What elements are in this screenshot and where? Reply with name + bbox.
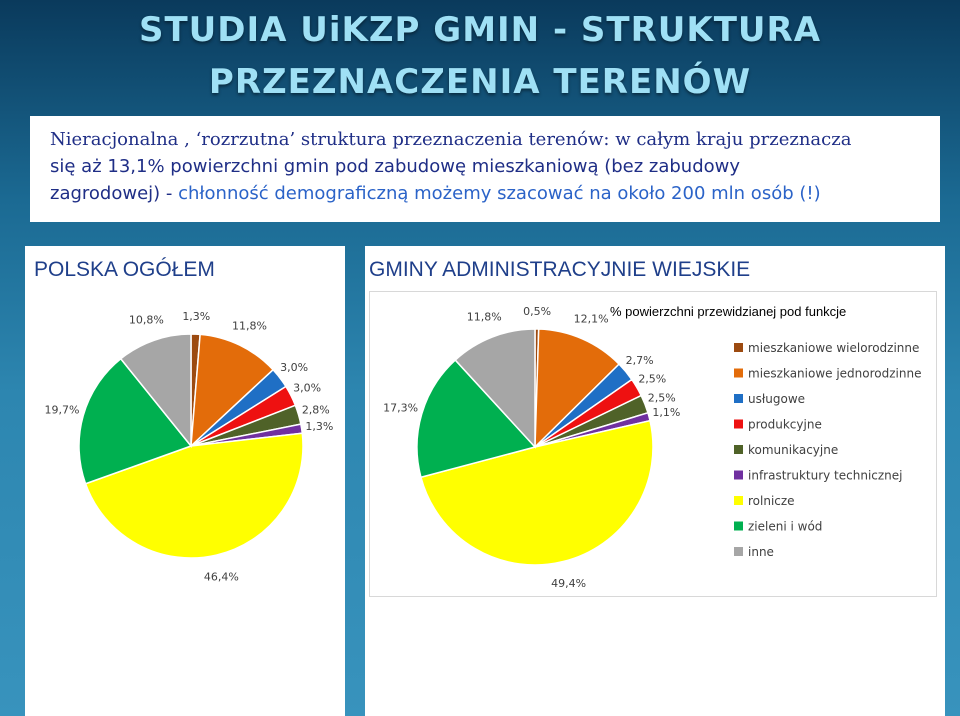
legend-label-3: produkcyjne	[748, 418, 822, 432]
pie-right-label-4: 2,5%	[648, 392, 676, 405]
legend-swatch-1	[734, 368, 743, 378]
left-heading: POLSKA OGÓŁEM	[34, 258, 215, 281]
pie-left-slice-7	[78, 357, 193, 485]
pie-left-label-1: 11,8%	[232, 320, 267, 333]
legend-swatch-8	[734, 547, 743, 556]
legend-label-8: inne	[748, 545, 774, 559]
pie-left-label-6: 46,4%	[204, 571, 239, 584]
pie-left-label-7: 19,7%	[45, 404, 80, 417]
legend-swatch-4	[734, 445, 743, 454]
summary-textbox: Nieracjonalna , ‘rozrzutna’ struktura pr…	[30, 116, 940, 222]
summary-line-3: zagrodowej) - chłonność demograficzną mo…	[50, 180, 924, 207]
summary-line-3-start: zagrodowej) -	[50, 183, 179, 204]
pie-left-label-0: 1,3%	[182, 310, 210, 323]
legend-label-4: komunikacyjne	[748, 443, 838, 457]
pie-right-slice-1	[534, 328, 621, 449]
legend-swatch-6	[734, 496, 743, 505]
pie-right-slice-7	[416, 358, 537, 479]
legend-label-5: infrastruktury technicznej	[748, 469, 903, 483]
right-heading: GMINY ADMINISTRACYJNIE WIEJSKIE	[369, 258, 751, 281]
pie-chart-right: 0,5%12,1%2,7%2,5%2,5%1,1%49,4%17,3%11,8%…	[383, 305, 921, 590]
pie-right-label-5: 1,1%	[652, 406, 680, 419]
summary-highlight: chłonność demograficzną możemy szacować …	[178, 183, 821, 204]
summary-line-1: Nieracjonalna , ‘rozrzutna’ struktura pr…	[50, 129, 852, 150]
pie-left-slice-8	[119, 333, 192, 449]
legend-label-1: mieszkaniowe jednorodzinne	[748, 367, 921, 381]
pie-right-slice-8	[454, 328, 536, 449]
pie-left-label-4: 2,8%	[302, 404, 330, 417]
pie-left-slice-1	[190, 333, 275, 448]
pie-right-label-1: 12,1%	[574, 313, 609, 326]
pie-left-label-2: 3,0%	[280, 361, 308, 374]
slide-title-line-2: PRZEZNACZENIA TERENÓW	[208, 62, 752, 102]
chart-rural-communes: 0,5% 12,1% 2,7% 2,5% 2,5% 1,1% 49,4% 17,3% 11,8%…	[369, 291, 937, 597]
pie-right-label-7: 17,3%	[383, 402, 418, 415]
legend-title: % powierzchni przewidzianej pod funkcje	[610, 304, 847, 319]
legend-swatch-0	[734, 343, 743, 352]
legend-label-2: usługowe	[748, 392, 805, 406]
chart-poland-total: 1,3% 11,8% 3,0% 3,0% 2,8% 1,3% 46,4% 19,7% 10,8%	[28, 291, 345, 591]
pie-chart-left: 1,3% 11,8% 3,0% 3,0% 2,8% 1,3% 46,4% 19,7% 10,8%	[45, 310, 334, 584]
pie-right-slice-6	[420, 419, 654, 566]
pie-left-label-3: 3,0%	[293, 382, 321, 395]
legend-label-6: rolnicze	[748, 494, 795, 508]
pie-right-label-6: 49,4%	[551, 577, 586, 590]
slide-title-line-1: STUDIA UiKZP GMIN - STRUKTURA	[138, 10, 822, 50]
summary-line-2: się aż 13,1% powierzchni gmin pod zabudo…	[50, 156, 741, 177]
pie-right-label-3: 2,5%	[638, 372, 666, 385]
legend-swatch-7	[734, 521, 743, 531]
pie-right-label-0: 0,5%	[523, 305, 551, 318]
pie-left-label-5: 1,3%	[305, 420, 333, 433]
legend-label-0: mieszkaniowe wielorodzinne	[748, 341, 919, 355]
legend-swatch-2	[734, 394, 743, 403]
legend-swatch-5	[734, 470, 743, 480]
pie-right-label-2: 2,7%	[626, 354, 654, 367]
legend-swatch-3	[734, 419, 743, 429]
legend-label-7: zieleni i wód	[748, 520, 822, 534]
pie-left-label-8: 10,8%	[129, 314, 164, 327]
pie-right-label-8: 11,8%	[467, 311, 502, 324]
